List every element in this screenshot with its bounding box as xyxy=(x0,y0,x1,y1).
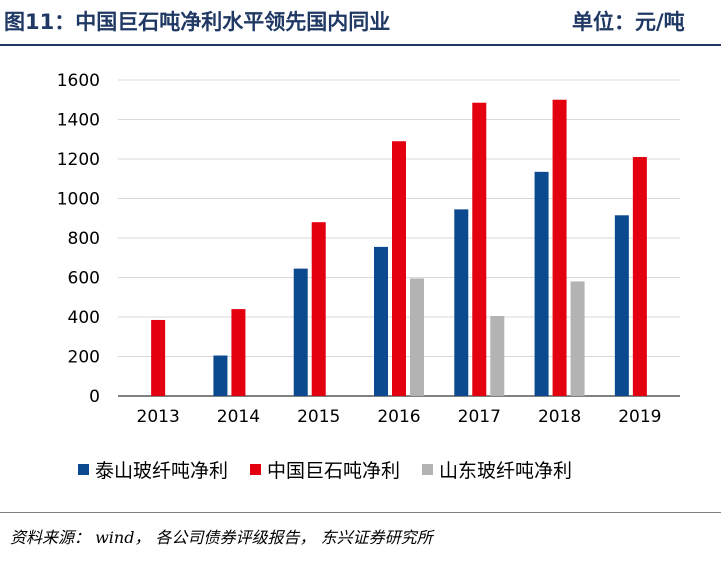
legend-label: 山东玻纤吨净利 xyxy=(439,459,573,482)
x-tick-label: 2014 xyxy=(217,407,260,427)
legend-label: 中国巨石吨净利 xyxy=(267,459,401,482)
y-tick-label: 400 xyxy=(68,308,100,328)
bar xyxy=(213,355,228,396)
bar xyxy=(311,222,326,396)
x-tick-label: 2013 xyxy=(137,407,180,427)
unit-label: 单位：元/吨 xyxy=(572,10,685,34)
chart-title: 图11：中国巨石吨净利水平领先国内同业 xyxy=(4,10,391,34)
bar xyxy=(454,209,469,396)
x-tick-label: 2015 xyxy=(297,407,340,427)
x-tick-label: 2018 xyxy=(538,407,581,427)
y-tick-label: 200 xyxy=(68,348,100,368)
bar xyxy=(570,281,585,396)
bar-chart: 0 200 400 600 800 1000 1200 1400 1600 2013 2014 201… xyxy=(57,71,680,427)
legend-item-jushi: 中国巨石吨净利 xyxy=(250,456,400,483)
legend: 泰山玻纤吨净利 中国巨石吨净利 山东玻纤吨净利 xyxy=(78,454,594,484)
title-divider xyxy=(0,44,721,46)
legend-swatch-taishan xyxy=(78,463,89,475)
y-tick-label: 1200 xyxy=(57,150,100,170)
bar xyxy=(231,309,246,396)
legend-swatch-shandong xyxy=(422,463,434,475)
y-tick-label: 0 xyxy=(89,387,100,407)
source-note: 资料来源： wind， 各公司债券评级报告， 东兴证券研究所 xyxy=(10,528,433,547)
bar xyxy=(632,157,647,396)
source-divider xyxy=(0,512,721,513)
bar xyxy=(534,171,549,396)
title-bar: 图11：中国巨石吨净利水平领先国内同业 单位：元/吨 xyxy=(0,0,721,44)
y-tick-label: 1400 xyxy=(57,111,100,131)
legend-item-shandong: 山东玻纤吨净利 xyxy=(422,456,572,483)
y-tick-label: 600 xyxy=(68,269,100,289)
bar xyxy=(151,319,166,396)
y-tick-label: 1000 xyxy=(57,190,100,210)
x-tick-label: 2019 xyxy=(618,407,661,427)
bar xyxy=(490,316,505,396)
legend-swatch-jushi xyxy=(250,463,262,475)
bar xyxy=(293,268,308,396)
x-tick-label: 2016 xyxy=(377,407,420,427)
y-tick-label: 1600 xyxy=(57,71,100,91)
bar xyxy=(392,141,406,396)
legend-item-taishan: 泰山玻纤吨净利 xyxy=(78,456,228,483)
bar xyxy=(614,215,629,396)
y-tick-label: 800 xyxy=(68,229,100,249)
legend-label: 泰山玻纤吨净利 xyxy=(95,459,229,482)
x-tick-label: 2017 xyxy=(458,407,501,427)
bar xyxy=(374,246,388,396)
bar xyxy=(552,99,567,396)
bar xyxy=(410,278,424,396)
bar xyxy=(472,102,487,397)
